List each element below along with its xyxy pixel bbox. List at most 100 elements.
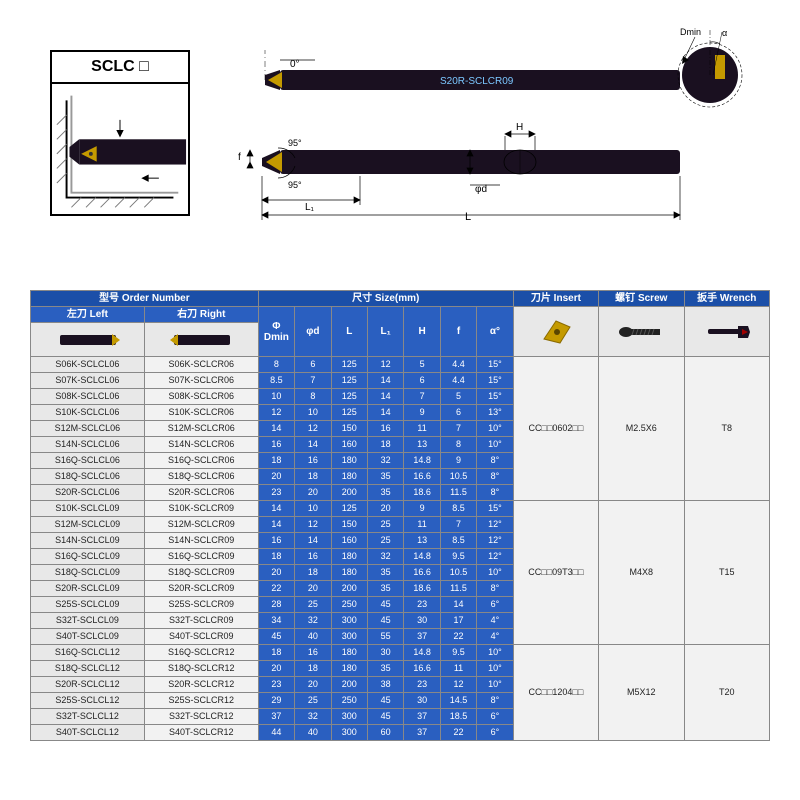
cell-size: 8°	[477, 693, 513, 709]
cell-size: 12°	[477, 517, 513, 533]
cell-insert: CC□□1204□□	[513, 645, 598, 741]
cell-size: 13°	[477, 405, 513, 421]
hdr-insert-label: 刀片 Insert	[531, 293, 581, 304]
cell-right: S14N-SCLCR09	[144, 533, 258, 549]
cell-right: S20R-SCLCR09	[144, 581, 258, 597]
cell-size: 180	[331, 565, 367, 581]
cell-right: S16Q-SCLCR09	[144, 549, 258, 565]
cell-left: S06K-SCLCL06	[31, 357, 145, 373]
cell-size: 23	[404, 597, 440, 613]
cell-size: 10	[295, 405, 331, 421]
cell-wrench: T8	[684, 357, 770, 501]
cell-screw: M4X8	[599, 501, 684, 645]
hdr-insert: 刀片 Insert	[513, 291, 598, 307]
cell-size: 6°	[477, 725, 513, 741]
cell-right: S08K-SCLCR06	[144, 389, 258, 405]
cell-size: 32	[295, 613, 331, 629]
cell-size: 8	[258, 357, 294, 373]
cell-size: 25	[367, 517, 403, 533]
cell-size: 10°	[477, 437, 513, 453]
cell-size: 20	[258, 661, 294, 677]
cell-size: 45	[367, 597, 403, 613]
cell-right: S25S-SCLCR09	[144, 597, 258, 613]
cell-size: 18	[258, 549, 294, 565]
dim-alpha: α	[722, 28, 727, 38]
cell-size: 6°	[477, 709, 513, 725]
cell-size: 45	[258, 629, 294, 645]
cell-size: 14	[258, 421, 294, 437]
cell-size: 34	[258, 613, 294, 629]
tool-marking: S20R-SCLCR09	[440, 76, 514, 87]
cell-size: 18	[295, 661, 331, 677]
cell-size: 25	[295, 597, 331, 613]
cell-left: S20R-SCLCL06	[31, 485, 145, 501]
cell-size: 15°	[477, 501, 513, 517]
cell-right: S20R-SCLCR06	[144, 485, 258, 501]
cell-size: 18.6	[404, 581, 440, 597]
cell-size: 8°	[477, 469, 513, 485]
cell-size: 10°	[477, 645, 513, 661]
cell-size: 60	[367, 725, 403, 741]
cell-size: 7	[404, 389, 440, 405]
cell-size: 4.4	[440, 357, 476, 373]
cell-size: 180	[331, 645, 367, 661]
cell-size: 35	[367, 581, 403, 597]
cell-size: 8.5	[258, 373, 294, 389]
cell-size: 11.5	[440, 581, 476, 597]
cell-size: 12	[440, 677, 476, 693]
cell-size: 35	[367, 661, 403, 677]
cell-left: S18Q-SCLCL09	[31, 565, 145, 581]
hdr-size: 尺寸 Size(mm)	[258, 291, 513, 307]
cell-size: 38	[367, 677, 403, 693]
hdr-right: 右刀 Right	[144, 307, 258, 323]
cell-size: 14	[367, 373, 403, 389]
diagram-area: SCLC □	[30, 20, 770, 270]
cell-size: 18	[258, 453, 294, 469]
cell-size: 300	[331, 709, 367, 725]
angle-95b: 95°	[288, 180, 302, 190]
cell-left: S25S-SCLCL09	[31, 597, 145, 613]
cell-size: 300	[331, 613, 367, 629]
cell-size: 30	[367, 645, 403, 661]
hdr-L: L	[331, 307, 367, 357]
cell-left: S12M-SCLCL09	[31, 517, 145, 533]
cell-size: 28	[258, 597, 294, 613]
cell-size: 14	[295, 533, 331, 549]
cell-size: 9	[404, 501, 440, 517]
angle-95a: 95°	[288, 138, 302, 148]
cell-size: 16.6	[404, 661, 440, 677]
cell-size: 22	[258, 581, 294, 597]
hdr-dmin: Φ Dmin	[258, 307, 294, 357]
cell-size: 4.4	[440, 373, 476, 389]
cell-right: S10K-SCLCR09	[144, 501, 258, 517]
cell-size: 8.5	[440, 533, 476, 549]
cell-size: 15°	[477, 389, 513, 405]
cell-insert: CC□□09T3□□	[513, 501, 598, 645]
cell-size: 15°	[477, 373, 513, 389]
cell-size: 16	[295, 549, 331, 565]
cell-size: 25	[367, 533, 403, 549]
cell-size: 35	[367, 469, 403, 485]
cell-size: 125	[331, 357, 367, 373]
cell-size: 18	[295, 469, 331, 485]
cell-size: 12°	[477, 533, 513, 549]
cell-size: 20	[258, 565, 294, 581]
dim-L1: L₁	[305, 202, 315, 213]
cell-right: S18Q-SCLCR09	[144, 565, 258, 581]
cell-size: 37	[404, 709, 440, 725]
cell-size: 125	[331, 389, 367, 405]
table-row: S10K-SCLCL09S10K-SCLCR0914101252098.515°…	[31, 501, 770, 517]
cell-right: S16Q-SCLCR06	[144, 453, 258, 469]
cell-size: 14.5	[440, 693, 476, 709]
cell-size: 10	[258, 389, 294, 405]
cell-left: S14N-SCLCL09	[31, 533, 145, 549]
hdr-screw-img	[599, 307, 684, 357]
cell-size: 37	[404, 629, 440, 645]
hdr-order-number: 型号 Order Number	[31, 291, 259, 307]
table-row: S06K-SCLCL06S06K-SCLCR06861251254.415°CC…	[31, 357, 770, 373]
cell-size: 23	[258, 485, 294, 501]
cell-right: S18Q-SCLCR12	[144, 661, 258, 677]
cell-right: S32T-SCLCR09	[144, 613, 258, 629]
cell-right: S25S-SCLCR12	[144, 693, 258, 709]
cell-left: S07K-SCLCL06	[31, 373, 145, 389]
